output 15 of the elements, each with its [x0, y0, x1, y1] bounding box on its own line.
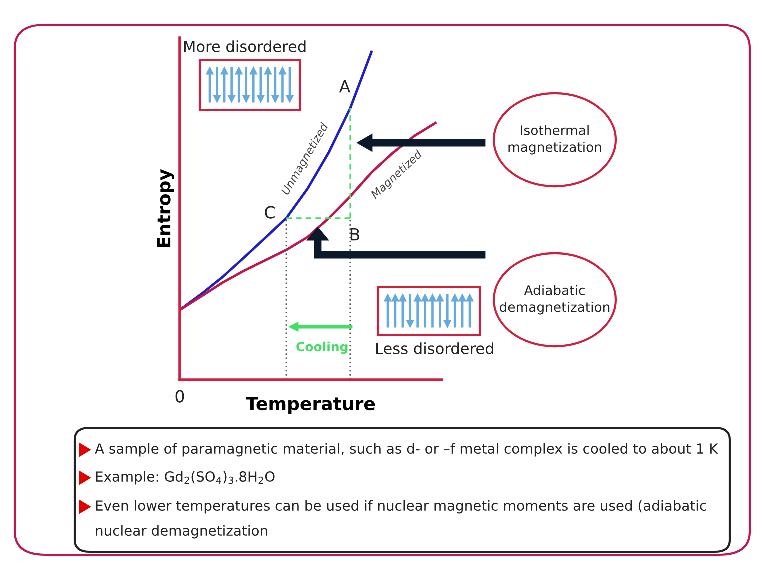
text: Adiabatic demagnetization: [500, 285, 610, 315]
y-axis-title: Entropy: [157, 169, 174, 248]
text: Isothermal magnetization: [508, 125, 602, 155]
text: A sample of paramagnetic material, such as d- or –f metal complex is cooled to about 1 K: [95, 443, 719, 457]
annotation: Less disordered: [376, 342, 494, 354]
x-axis-title: Temperature: [246, 397, 376, 414]
text: 0: [176, 390, 184, 403]
annotation: C: [265, 206, 275, 219]
text: Example: Gd$_{2}$(SO$_{4}$)$_{3}$.8H$_{2}$O: [96, 471, 275, 485]
annotation: More disordered: [184, 40, 306, 52]
annotation: Cooling: [296, 342, 348, 354]
annotation: A: [339, 80, 351, 93]
annotation: B: [350, 228, 360, 241]
text: Even lower temperatures can be used if nuclear magnetic moments are used (adiabatic: [96, 500, 706, 514]
text: nuclear demagnetization: [96, 525, 268, 539]
